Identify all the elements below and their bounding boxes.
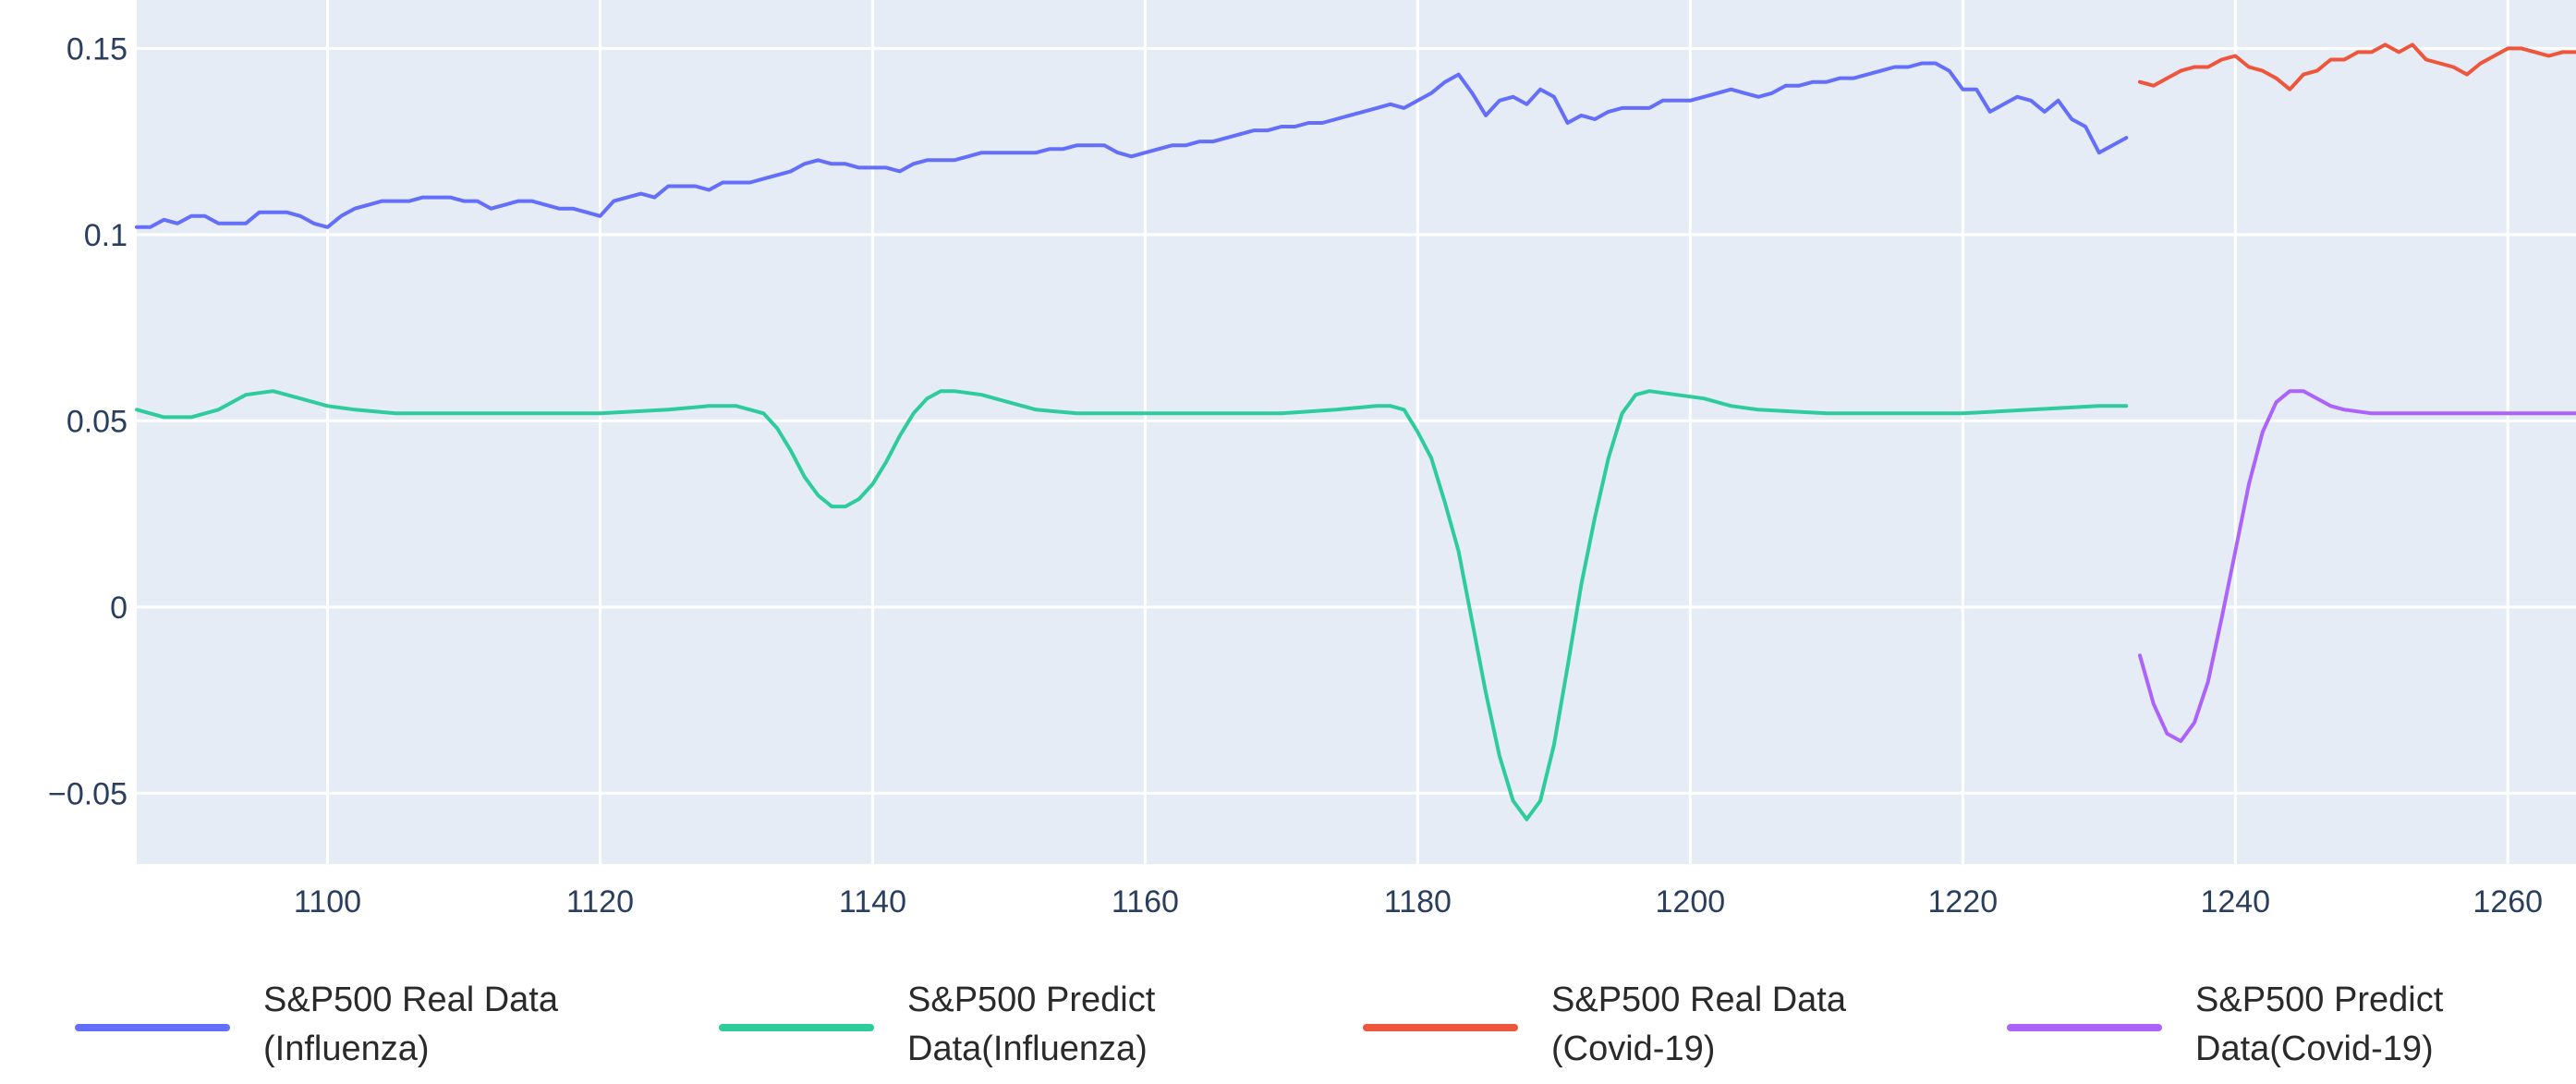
y-axis-tick-labels: −0.05 0 0.05 0.1 0.15	[48, 31, 128, 811]
x-tick-label: 1240	[2200, 884, 2270, 920]
grid-lines	[137, 0, 2576, 864]
legend-label-line2: (Influenza)	[263, 1029, 430, 1068]
x-tick-label: 1220	[1927, 884, 1998, 920]
y-tick-label: 0.05	[67, 404, 128, 439]
y-tick-label: 0	[110, 591, 128, 626]
x-tick-label: 1180	[1384, 884, 1452, 920]
x-tick-label: 1140	[839, 884, 906, 920]
x-tick-label: 1120	[566, 884, 634, 920]
legend-item-3: S&P500 Real Data (Covid-19)	[1363, 980, 1847, 1068]
x-tick-label: 1100	[294, 884, 361, 920]
legend-label-line1: S&P500 Predict	[2195, 980, 2444, 1019]
y-tick-label: −0.05	[48, 776, 128, 811]
legend-label-line1: S&P500 Real Data	[263, 980, 559, 1019]
x-tick-label: 1200	[1656, 884, 1726, 920]
series-line-2	[135, 389, 2129, 822]
legend-item-4: S&P500 Predict Data(Covid-19)	[2007, 980, 2444, 1068]
y-tick-label: 0.1	[84, 218, 128, 253]
series-line-1	[135, 61, 2129, 229]
legend-item-1: S&P500 Real Data (Influenza)	[75, 980, 559, 1068]
y-tick-label: 0.15	[67, 31, 128, 67]
legend-label-line1: S&P500 Predict	[907, 980, 1156, 1019]
legend-label-line2: Data(Influenza)	[907, 1029, 1148, 1068]
x-tick-label: 1260	[2473, 884, 2543, 920]
legend-label-line2: (Covid-19)	[1551, 1029, 1715, 1068]
series-line-3	[2138, 43, 2576, 91]
series-lines	[135, 43, 2576, 822]
x-axis-tick-labels: 1100 1120 1140 1160 1180 1200 1220 1240 1260	[294, 884, 2543, 920]
plot-area	[137, 0, 2576, 864]
x-tick-label: 1160	[1112, 884, 1179, 920]
legend-label-line1: S&P500 Real Data	[1551, 980, 1847, 1019]
legend: S&P500 Real Data (Influenza) S&P500 Predic…	[75, 980, 2444, 1068]
legend-label-line2: Data(Covid-19)	[2195, 1029, 2434, 1068]
series-line-4	[2138, 389, 2576, 743]
legend-item-2: S&P500 Predict Data(Influenza)	[719, 980, 1156, 1068]
